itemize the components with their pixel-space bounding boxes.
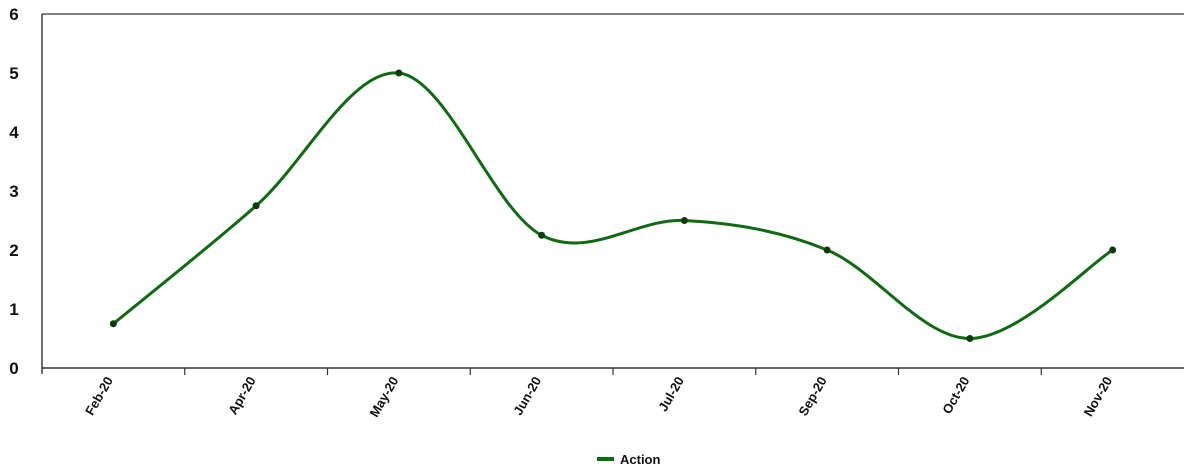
data-point	[109, 320, 117, 328]
data-point	[395, 69, 403, 77]
data-point	[966, 335, 974, 342]
legend: Action	[597, 452, 661, 467]
x-tick-label: Nov-20	[1081, 374, 1116, 419]
y-tick-label: 0	[9, 359, 18, 378]
data-point	[680, 217, 688, 224]
x-tick-label: Sep-20	[795, 374, 829, 418]
x-tick-label: Apr-20	[225, 374, 259, 417]
data-point	[538, 231, 546, 239]
x-tick-label: Oct-20	[939, 374, 972, 417]
y-tick-label: 3	[9, 182, 18, 201]
x-tick-label: Jul-20	[655, 374, 687, 414]
y-tick-label: 1	[9, 300, 18, 319]
x-axis-ticks: Feb-20 Apr-20 May-20 Jun-20 Jul-20 Sep-20 Oct-…	[82, 368, 1115, 420]
y-tick-label: 2	[9, 241, 18, 260]
y-axis-ticks: 0 1 2 3 4 5 6	[9, 5, 19, 378]
y-tick-label: 4	[9, 123, 19, 142]
y-tick-label: 6	[9, 5, 18, 24]
x-tick-label: Jun-20	[510, 374, 544, 418]
series-line-action	[112, 71, 1114, 340]
data-point	[252, 202, 260, 210]
data-point	[823, 246, 831, 254]
legend-label-action: Action	[620, 452, 661, 467]
x-tick-label: May-20	[366, 374, 401, 420]
y-tick-label: 5	[9, 64, 18, 83]
series-layer	[109, 69, 1117, 342]
data-point	[1109, 246, 1117, 254]
x-tick-label: Feb-20	[82, 374, 116, 418]
